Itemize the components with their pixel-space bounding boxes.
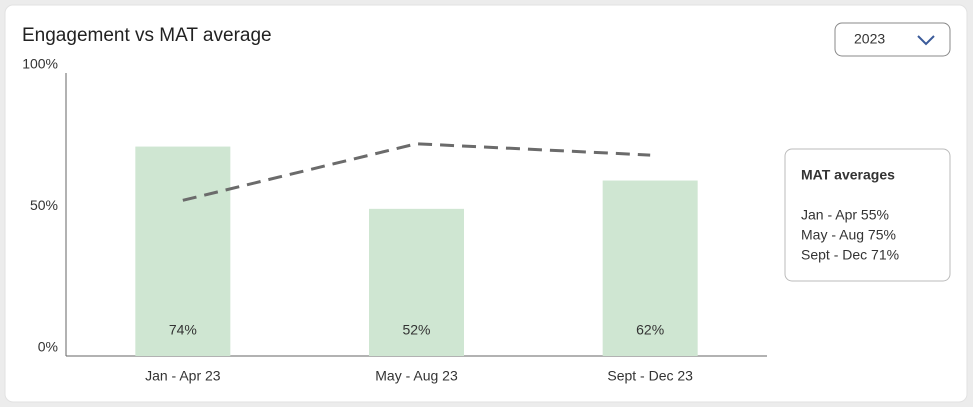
x-tick-label: Jan - Apr 23 (145, 368, 221, 384)
legend-item: Jan - Apr 55% (801, 207, 889, 223)
mat-line (182, 142, 651, 202)
legend-title: MAT averages (801, 167, 895, 183)
y-tick-label: 100% (22, 56, 58, 72)
x-tick-label: May - Aug 23 (375, 368, 458, 384)
legend-item: May - Aug 75% (801, 227, 896, 243)
chart-title: Engagement vs MAT average (22, 25, 272, 46)
bar (602, 180, 698, 356)
value-label: 62% (636, 322, 664, 338)
value-label: 74% (169, 322, 197, 338)
dropdown-chevron[interactable] (917, 35, 935, 46)
y-tick-label: 50% (30, 197, 58, 213)
bar (135, 146, 231, 356)
year-dropdown[interactable]: 2023 (834, 22, 951, 57)
bar (369, 208, 464, 356)
value-label: 52% (402, 322, 430, 338)
x-tick-label: Sept - Dec 23 (607, 368, 693, 384)
legend-item: Sept - Dec 71% (801, 247, 899, 263)
legend-box (784, 148, 951, 282)
card (4, 4, 968, 403)
dropdown-value[interactable]: 2023 (854, 31, 885, 47)
dropdown-box[interactable] (834, 22, 951, 57)
y-tick-label: 0% (38, 339, 58, 355)
